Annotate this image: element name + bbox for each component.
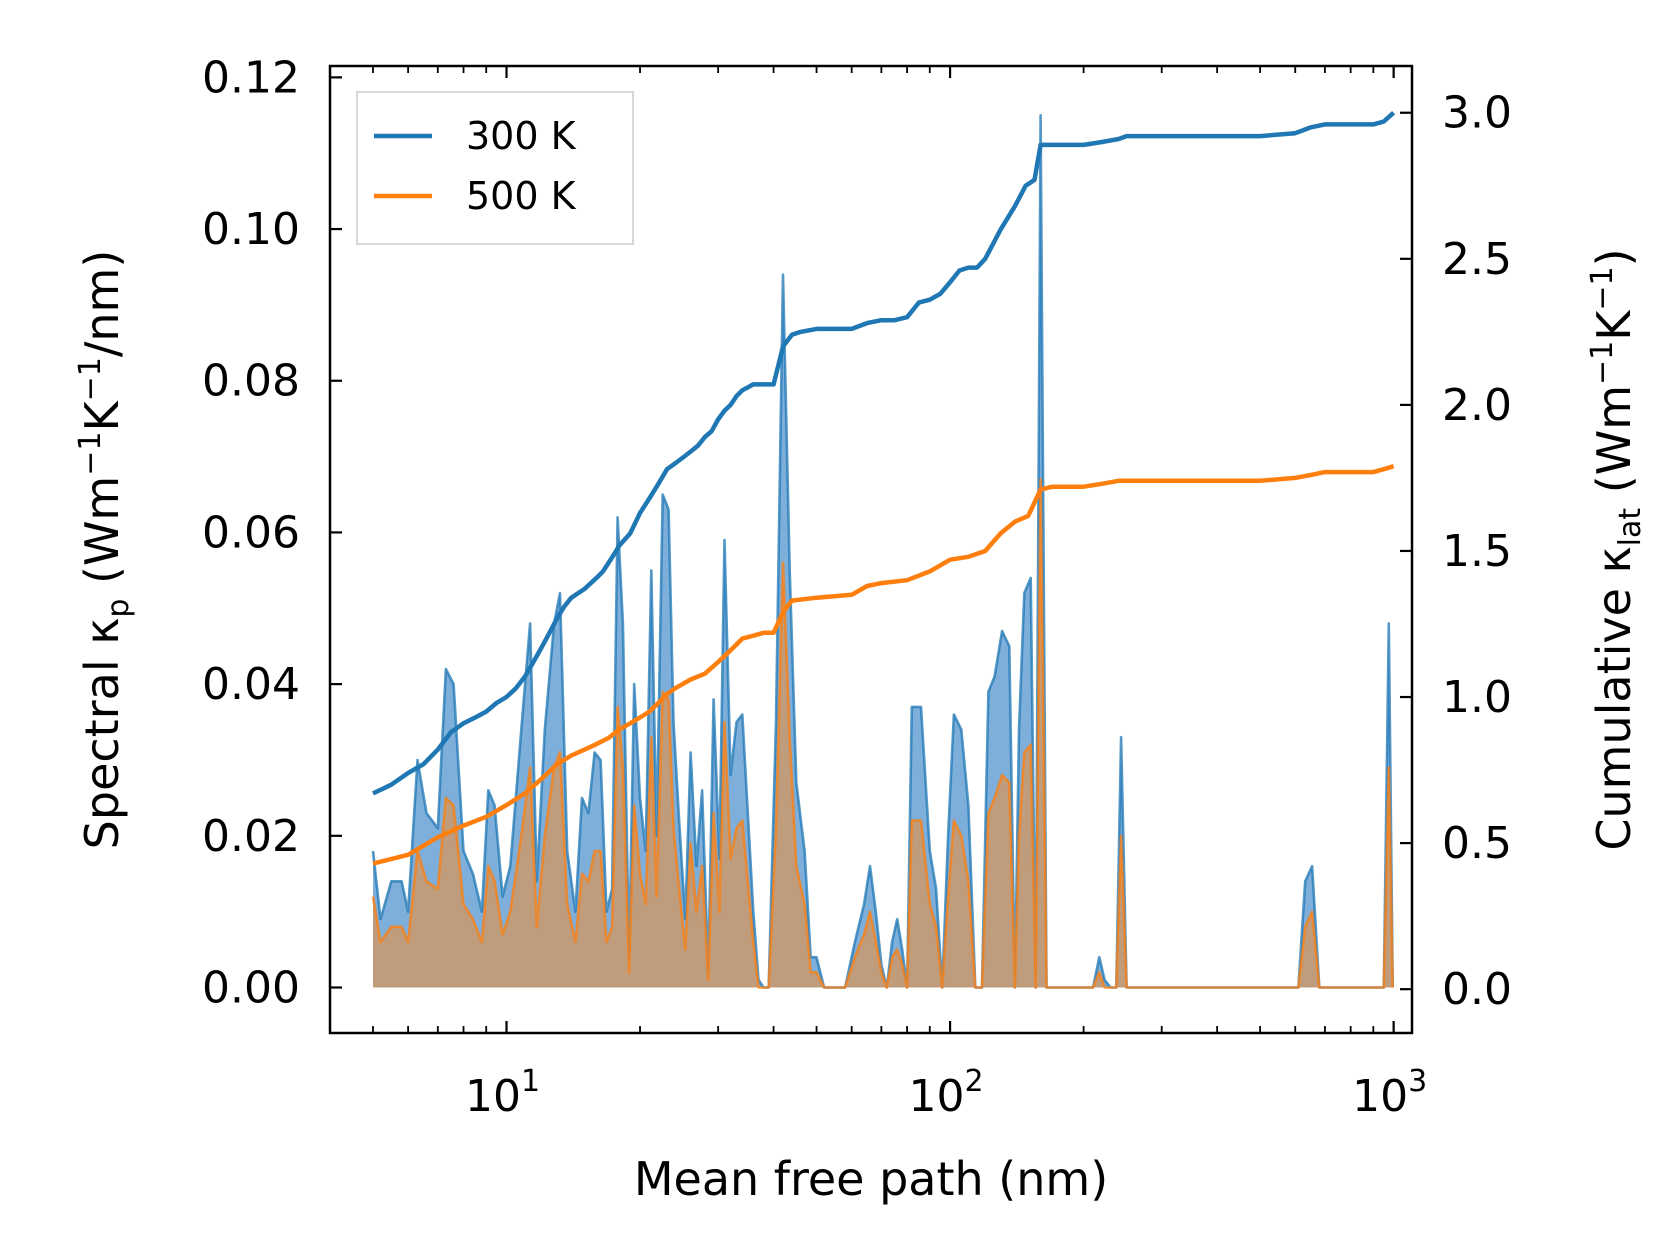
- x-tick-label: 103: [1352, 1064, 1427, 1122]
- left-y-label-superscript-2: −1: [73, 357, 108, 401]
- plot-area: [371, 111, 1396, 989]
- left-y-tick-label: 0.10: [202, 204, 300, 255]
- x-tick-label-exponent: 1: [521, 1064, 540, 1099]
- right-y-label-unit-end: ): [1587, 248, 1641, 266]
- x-tick-label-exponent: 2: [965, 1064, 984, 1099]
- axes: 101 102 1030.000.020.040.060.080.100.120.0…: [202, 52, 1512, 1122]
- right-y-label-superscript-1: −1: [1585, 341, 1620, 385]
- 300-k-spectral-area: [373, 115, 1393, 988]
- left-y-label-unit-start: (Wm: [75, 476, 129, 599]
- left-y-label-unit-end: /nm): [75, 250, 129, 357]
- x-tick-label-base: 10: [465, 1071, 521, 1122]
- left-y-tick-label: 0.08: [202, 356, 300, 407]
- 500-k-spectral-area: [373, 479, 1393, 988]
- x-axis-label: Mean free path (nm): [634, 1152, 1108, 1206]
- right-y-tick-label: 2.5: [1442, 234, 1512, 285]
- right-y-tick-label: 2.0: [1442, 380, 1512, 431]
- left-y-tick-label: 0.00: [202, 962, 300, 1013]
- left-y-tick-label: 0.12: [202, 52, 300, 103]
- x-tick-label-exponent: 3: [1408, 1064, 1427, 1099]
- right-y-tick-label: 1.0: [1442, 672, 1512, 723]
- 500-k-spectral-outline: [371, 477, 1394, 989]
- x-tick-label-base: 10: [909, 1071, 965, 1122]
- legend-label-300k: 300 K: [466, 114, 577, 158]
- left-y-tick-label: 0.06: [202, 507, 300, 558]
- legend-label-500k: 500 K: [466, 174, 577, 218]
- right-y-tick-label: 1.5: [1442, 526, 1512, 577]
- left-y-tick-label: 0.04: [202, 659, 300, 710]
- axes-frame: [328, 64, 1414, 1035]
- right-y-label-base: Cumulative κ: [1587, 546, 1641, 850]
- x-tick-label: 102: [909, 1064, 984, 1122]
- left-y-tick-label: 0.02: [202, 811, 300, 862]
- legend-frame: [356, 91, 634, 245]
- legend: 300 K 500 K: [356, 91, 634, 245]
- right-y-axis-label: Cumulative κlat (Wm−1K−1): [1585, 248, 1648, 850]
- left-y-axis-label: Spectral κp (Wm−1K−1/nm): [73, 250, 136, 850]
- right-y-label-subscript: lat: [1613, 508, 1648, 547]
- cumulative-300-k-line: [372, 111, 1396, 796]
- right-y-tick-label: 0.5: [1442, 818, 1512, 869]
- cumulative-500-k-line: [372, 464, 1395, 866]
- x-tick-label: 101: [465, 1064, 540, 1122]
- left-y-label-base: Spectral κ: [75, 618, 129, 850]
- right-y-label-unit-start: (Wm: [1587, 385, 1641, 508]
- right-y-tick-label: 3.0: [1442, 88, 1512, 139]
- right-y-tick-label: 0.0: [1442, 964, 1512, 1015]
- left-y-label-superscript-1: −1: [73, 432, 108, 476]
- left-y-label-subscript: p: [101, 599, 136, 618]
- right-y-label-superscript-2: −1: [1585, 266, 1620, 310]
- right-y-label-unit-middle: K: [1587, 309, 1641, 341]
- x-tick-label-base: 10: [1352, 1071, 1408, 1122]
- left-y-label-unit-middle: K: [75, 400, 129, 432]
